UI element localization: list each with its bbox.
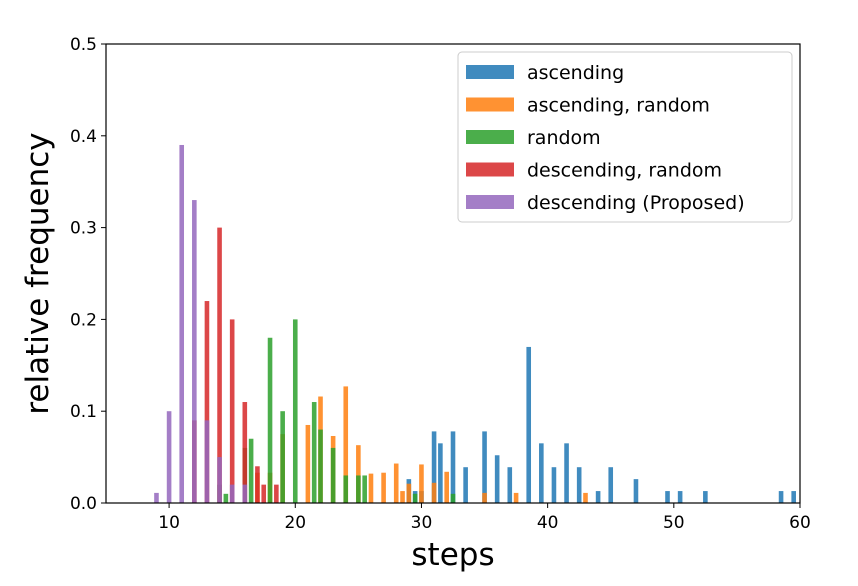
x-axis-label: steps: [411, 537, 494, 573]
bar-ascending-6: [463, 467, 468, 503]
legend-box: [457, 51, 793, 223]
bar-ascending-12: [551, 467, 557, 503]
y-tick-label: 0.4: [70, 127, 97, 147]
bar-ascending-random-13: [419, 464, 424, 503]
bar-random-10: [343, 475, 349, 503]
y-tick-label: 0.3: [70, 219, 97, 239]
bar-ascending-14: [576, 467, 582, 503]
bar-descending-proposed--2: [179, 144, 185, 504]
y-axis-ticks: 0.0 0.1 0.2 0.3 0.4 0.5: [70, 35, 106, 514]
bar-ascending-17: [633, 479, 639, 503]
bar-ascending-random-17: [513, 492, 519, 503]
legend-label: random: [527, 127, 601, 149]
bar-ascending-9: [507, 467, 513, 503]
y-tick-label: 0.2: [70, 310, 97, 330]
bar-ascending-7: [482, 431, 487, 503]
bar-ascending-random-8: [368, 473, 374, 503]
legend-label: descending, random: [527, 160, 722, 182]
bar-random-14: [450, 493, 456, 503]
bar-random-5: [280, 411, 285, 503]
y-axis-label: relative frequency: [20, 132, 56, 414]
legend-swatch: [466, 97, 514, 112]
legend: ascending ascending, random random descendi…: [457, 51, 793, 223]
bar-ascending-13: [564, 443, 569, 503]
bar-random-6: [292, 319, 298, 503]
bar-ascending-random-11: [400, 491, 405, 503]
bar-random-13: [412, 493, 418, 503]
bar-descending-random-2: [217, 227, 222, 503]
bar-ascending-random-18: [583, 492, 588, 503]
x-tick-label: 30: [411, 513, 433, 533]
legend-swatch: [466, 195, 514, 209]
bar-ascending-11: [539, 443, 544, 503]
x-axis-ticks: 10 20 30 40 50 60: [158, 503, 811, 533]
bar-random-3: [248, 438, 254, 503]
bar-ascending-random-15: [444, 471, 449, 503]
bar-ascending-8: [494, 455, 500, 503]
bar-descending-random-1: [204, 301, 210, 503]
bar-descending-random-4: [242, 402, 248, 503]
bar-descending-random-7: [274, 484, 279, 503]
bar-random-8: [318, 429, 323, 503]
bar-ascending-random-16: [482, 492, 487, 503]
legend-label: ascending, random: [527, 95, 710, 117]
legend-swatch: [466, 130, 514, 144]
bar-descending-random-6: [261, 484, 267, 503]
x-tick-label: 50: [663, 513, 685, 533]
bar-descending-proposed--5: [217, 457, 222, 503]
bar-ascending-5: [450, 431, 456, 503]
bar-ascending-21: [778, 491, 784, 503]
bar-descending-proposed--6: [229, 484, 235, 503]
y-tick-label: 0.5: [70, 35, 97, 55]
bars-layer: [154, 144, 796, 504]
x-tick-label: 10: [158, 513, 180, 533]
y-tick-label: 0.0: [70, 494, 97, 514]
legend-label: descending (Proposed): [527, 192, 745, 214]
bar-random-9: [330, 447, 336, 503]
bar-ascending-random-10: [393, 463, 399, 503]
bar-descending-random-3: [229, 319, 235, 503]
bar-descending-proposed--0: [154, 492, 159, 503]
bar-ascending-15: [595, 491, 601, 503]
bar-ascending-20: [703, 491, 708, 503]
legend-label: ascending: [527, 62, 624, 84]
bar-random-12: [362, 475, 367, 503]
legend-swatch: [466, 162, 514, 177]
x-tick-label: 40: [537, 513, 559, 533]
bar-descending-proposed--4: [204, 420, 210, 503]
bar-ascending-random-9: [381, 472, 386, 503]
plot-area-frame: [105, 43, 801, 504]
bar-ascending-16: [608, 467, 614, 503]
bar-ascending-random-12: [406, 483, 412, 503]
y-tick-label: 0.1: [70, 402, 97, 422]
x-tick-label: 20: [284, 513, 306, 533]
bar-ascending-3: [431, 431, 437, 503]
bar-ascending-4: [438, 443, 443, 503]
bar-descending-random-5: [255, 466, 260, 503]
bar-ascending-19: [677, 491, 683, 503]
bar-random-4: [267, 337, 273, 503]
bar-ascending-random-6: [343, 386, 349, 503]
legend-swatch: [466, 65, 514, 79]
x-tick-label: 60: [789, 513, 811, 533]
bar-random-1: [223, 493, 229, 503]
bar-ascending-random-7: [356, 445, 361, 503]
bar-ascending-random-3: [305, 424, 311, 503]
bar-descending-proposed--7: [242, 484, 248, 503]
bar-random-7: [311, 402, 317, 503]
bar-ascending-random-14: [431, 482, 437, 503]
bar-descending-proposed--1: [166, 411, 172, 503]
bar-ascending-22: [791, 491, 796, 503]
bar-ascending-10: [526, 346, 532, 503]
bar-descending-proposed--3: [192, 200, 197, 503]
bar-ascending-18: [665, 491, 670, 503]
bar-random-11: [356, 475, 361, 503]
